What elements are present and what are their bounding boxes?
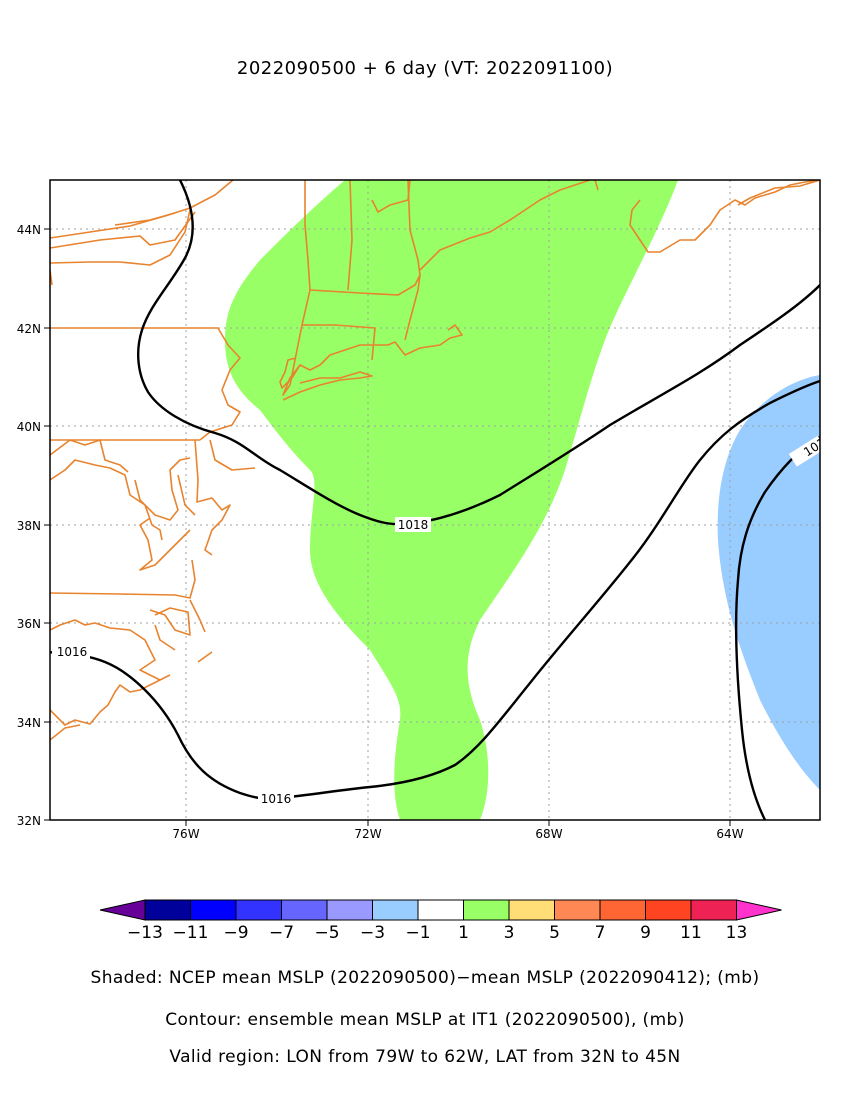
caption-region: Valid region: LON from 79W to 62W, LAT f… — [169, 1047, 681, 1067]
figure-title: 2022090500 + 6 day (VT: 2022091100) — [236, 58, 614, 79]
colorbar-label: 7 — [595, 923, 606, 943]
lat-label-34n: 34N — [17, 716, 41, 730]
colorbar-label: −11 — [173, 923, 209, 943]
lon-label-68w: 68W — [535, 827, 562, 841]
colorbar-label: 13 — [726, 923, 748, 943]
colorbar-box — [144, 899, 191, 921]
lon-label-76w: 76W — [172, 827, 199, 841]
lat-label-40n: 40N — [17, 420, 41, 434]
colorbar-under-arrow — [99, 899, 146, 921]
contour-label-1018: 1018 — [398, 518, 429, 532]
colorbar-label: −3 — [360, 923, 385, 943]
caption-shaded: Shaded: NCEP mean MSLP (2022090500)−mean… — [90, 968, 760, 988]
colorbar-box — [645, 899, 692, 921]
lat-label-38n: 38N — [17, 519, 41, 533]
latitude-labels: 44N 42N 40N 38N 36N 34N 32N — [17, 223, 41, 828]
colorbar-over-arrow — [736, 899, 782, 921]
map-plot-area: 1018 1016 1016 1014 — [50, 180, 820, 820]
colorbar-box — [326, 899, 373, 921]
colorbar: −13 −11 −9 −7 −5 −3 −1 1 3 5 7 9 11 13 — [99, 899, 782, 943]
colorbar-box — [235, 899, 282, 921]
longitude-labels: 76W 72W 68W 64W — [172, 827, 743, 841]
axis-ticks — [44, 228, 731, 826]
colorbar-box — [417, 899, 464, 921]
lon-label-72w: 72W — [354, 827, 381, 841]
contour-label-1016-south: 1016 — [261, 792, 292, 806]
lat-label-44n: 44N — [17, 223, 41, 237]
colorbar-box — [281, 899, 328, 921]
colorbar-label: −1 — [405, 923, 430, 943]
colorbar-label: −5 — [314, 923, 339, 943]
contour-label-1016-west: 1016 — [57, 645, 88, 659]
contour-1018-line — [137, 180, 820, 526]
colorbar-box — [372, 899, 419, 921]
mslp-contours — [50, 180, 820, 820]
colorbar-label: −7 — [269, 923, 294, 943]
lat-label-42n: 42N — [17, 322, 41, 336]
map-frame — [49, 179, 821, 821]
colorbar-box — [599, 899, 646, 921]
negative-anomaly-region — [717, 375, 820, 790]
lon-label-64w: 64W — [716, 827, 743, 841]
colorbar-label: 3 — [504, 923, 515, 943]
positive-anomaly-region — [225, 180, 678, 820]
colorbar-box — [690, 899, 737, 921]
caption-contour: Contour: ensemble mean MSLP at IT1 (2022… — [165, 1010, 685, 1030]
colorbar-label: 1 — [458, 923, 469, 943]
colorbar-label: 9 — [640, 923, 651, 943]
colorbar-box — [463, 899, 510, 921]
colorbar-label: 11 — [680, 923, 702, 943]
colorbar-label: −9 — [223, 923, 248, 943]
colorbar-box — [190, 899, 237, 921]
contour-1016-line-west — [50, 379, 820, 800]
colorbar-box — [508, 899, 555, 921]
colorbar-label: −13 — [127, 923, 163, 943]
contour-1014-line — [734, 435, 820, 820]
contour-labels: 1018 1016 1016 1014 — [52, 431, 820, 806]
colorbar-label: 5 — [549, 923, 560, 943]
graticule — [50, 180, 820, 820]
lat-label-36n: 36N — [17, 617, 41, 631]
colorbar-box — [554, 899, 601, 921]
coastlines-and-borders — [50, 180, 820, 741]
lat-label-32n: 32N — [17, 814, 41, 828]
